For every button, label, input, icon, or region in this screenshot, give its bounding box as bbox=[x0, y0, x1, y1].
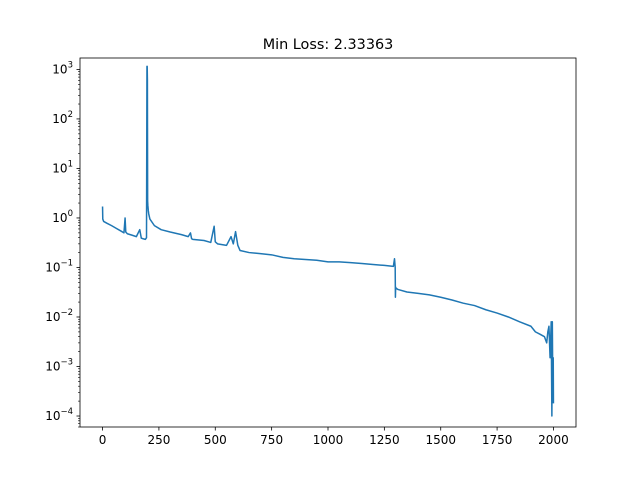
y-tick-label: 102 bbox=[52, 110, 73, 126]
y-tick-label: 10−2 bbox=[45, 308, 73, 324]
series-line-0 bbox=[101, 65, 555, 417]
x-tick-label: 1750 bbox=[482, 433, 513, 447]
y-tick-label: 103 bbox=[52, 60, 73, 76]
x-tick-label: 500 bbox=[204, 433, 227, 447]
y-tick-label: 100 bbox=[52, 209, 73, 225]
plot-frame bbox=[79, 57, 577, 428]
y-tick-label: 101 bbox=[52, 159, 73, 175]
x-tick-label: 250 bbox=[147, 433, 170, 447]
x-tick-label: 1000 bbox=[313, 433, 344, 447]
y-tick-label: 10−1 bbox=[45, 258, 73, 274]
x-tick-label: 1250 bbox=[369, 433, 400, 447]
y-tick-label: 10−4 bbox=[45, 407, 73, 423]
y-tick-label: 10−3 bbox=[45, 358, 73, 374]
x-tick-label: 1500 bbox=[425, 433, 456, 447]
x-tick-label: 2000 bbox=[538, 433, 569, 447]
chart-title: Min Loss: 2.33363 bbox=[263, 37, 394, 53]
x-tick-label: 750 bbox=[260, 433, 283, 447]
x-tick-label: 0 bbox=[99, 433, 107, 447]
